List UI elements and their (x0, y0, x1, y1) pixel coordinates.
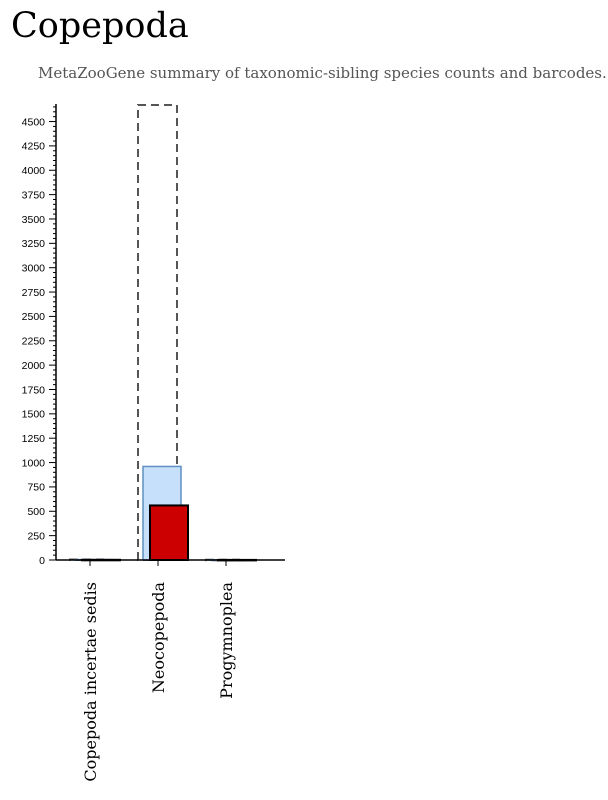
y-tick-label-18: 4500 (22, 116, 46, 128)
y-tick-label-9: 2250 (22, 336, 46, 348)
bar-red-1 (149, 504, 189, 561)
y-tick-label-17: 4250 (22, 141, 46, 153)
y-tick-label-5: 1250 (22, 433, 46, 445)
y-tick-label-6: 1500 (22, 409, 46, 421)
y-tick-label-13: 3250 (22, 238, 46, 250)
x-category-label-0: Copepoda incertae sedis (81, 582, 100, 782)
y-tick-label-1: 250 (27, 530, 45, 542)
y-tick-label-16: 4000 (22, 165, 46, 177)
y-tick-label-11: 2750 (22, 287, 46, 299)
y-tick-label-3: 750 (27, 482, 45, 494)
x-category-label-2: Progymnoplea (217, 582, 236, 699)
y-tick-label-2: 500 (27, 506, 45, 518)
x-category-label-1: Neocopepoda (149, 582, 168, 694)
y-tick-label-8: 2000 (22, 360, 46, 372)
page-title: Copepoda (11, 6, 189, 46)
y-tick-label-15: 3750 (22, 189, 46, 201)
y-tick-label-10: 2500 (22, 311, 46, 323)
y-tick-label-7: 1750 (22, 384, 46, 396)
y-tick-label-0: 0 (39, 555, 45, 567)
y-tick-label-4: 1000 (22, 457, 46, 469)
y-tick-label-14: 3500 (22, 214, 46, 226)
y-tick-label-12: 3000 (22, 262, 46, 274)
page-subtitle: MetaZooGene summary of taxonomic-sibling… (38, 64, 607, 82)
